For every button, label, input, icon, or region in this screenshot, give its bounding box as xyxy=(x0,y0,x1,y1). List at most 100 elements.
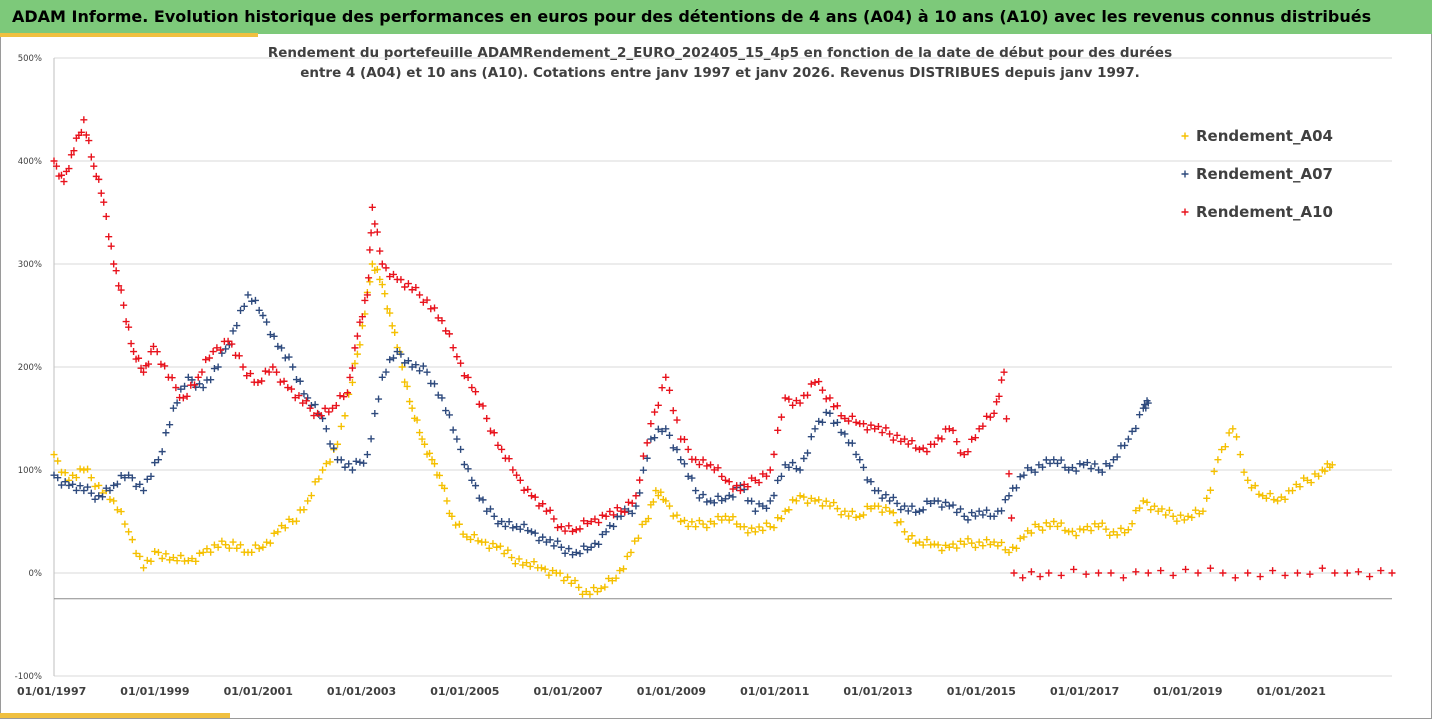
data-point xyxy=(455,520,463,528)
data-point xyxy=(684,445,692,453)
data-point xyxy=(130,348,138,356)
data-point xyxy=(692,456,700,464)
data-point xyxy=(386,273,394,281)
data-point xyxy=(1255,490,1263,498)
data-point xyxy=(964,516,972,524)
data-point xyxy=(198,368,206,376)
data-point xyxy=(209,348,217,356)
data-point xyxy=(673,511,681,519)
data-point xyxy=(166,556,174,564)
data-point xyxy=(613,504,621,512)
data-point xyxy=(295,392,303,400)
data-point xyxy=(513,471,521,479)
data-point xyxy=(1050,518,1058,525)
data-point xyxy=(677,456,685,464)
data-point xyxy=(766,523,774,531)
data-point xyxy=(61,478,69,486)
data-point xyxy=(107,242,115,250)
data-point xyxy=(505,455,513,463)
data-point xyxy=(546,506,554,514)
data-point xyxy=(61,469,69,477)
data-point xyxy=(623,552,631,560)
data-point xyxy=(269,363,277,371)
data-point xyxy=(841,415,849,422)
data-point xyxy=(254,378,262,386)
data-point xyxy=(1180,516,1188,524)
data-point xyxy=(213,344,221,352)
data-point xyxy=(1128,520,1136,528)
data-point xyxy=(557,543,565,551)
data-point xyxy=(431,460,439,468)
data-point xyxy=(1072,532,1080,540)
data-point xyxy=(610,511,618,519)
data-point xyxy=(575,583,583,591)
data-point xyxy=(404,357,412,365)
data-point xyxy=(192,557,200,565)
data-point xyxy=(994,542,1002,550)
data-point xyxy=(246,370,254,378)
data-point xyxy=(321,404,329,412)
data-point xyxy=(1195,510,1203,518)
data-point xyxy=(565,522,573,530)
data-point xyxy=(971,543,979,551)
data-point xyxy=(373,266,381,273)
data-point xyxy=(785,395,793,403)
data-point xyxy=(636,489,644,497)
y-tick-label: 300% xyxy=(18,260,42,270)
data-point xyxy=(651,434,659,442)
data-point xyxy=(1218,446,1226,454)
data-point xyxy=(376,275,384,283)
data-point xyxy=(587,518,595,525)
data-point xyxy=(733,520,741,528)
data-point xyxy=(381,290,389,298)
data-point xyxy=(744,529,752,537)
data-point xyxy=(367,229,375,237)
data-point xyxy=(986,413,994,421)
data-point xyxy=(662,425,670,433)
data-point xyxy=(837,412,845,420)
data-point xyxy=(391,329,399,336)
data-point xyxy=(1203,494,1211,502)
data-point xyxy=(483,415,491,422)
data-point xyxy=(852,418,860,426)
data-point xyxy=(692,523,700,531)
data-point xyxy=(509,466,517,474)
data-point xyxy=(1046,459,1054,467)
data-point xyxy=(263,538,271,546)
data-point xyxy=(356,341,364,349)
data-point xyxy=(796,399,804,407)
data-point xyxy=(811,425,819,433)
data-point xyxy=(542,538,550,546)
data-point xyxy=(938,547,946,555)
data-point xyxy=(550,542,558,550)
data-point xyxy=(140,368,148,376)
data-point xyxy=(143,475,151,483)
data-point xyxy=(80,487,88,495)
data-point xyxy=(110,481,118,489)
data-point xyxy=(781,394,789,402)
data-point xyxy=(65,481,73,489)
data-point xyxy=(135,354,143,362)
data-point xyxy=(998,507,1006,515)
data-point xyxy=(237,541,245,549)
data-point xyxy=(1262,494,1270,502)
data-point xyxy=(373,228,381,236)
data-point xyxy=(1132,568,1140,576)
data-point xyxy=(378,260,386,268)
data-point xyxy=(1000,368,1008,376)
data-point xyxy=(498,445,506,453)
data-point xyxy=(971,512,979,520)
data-point xyxy=(852,450,860,458)
data-point xyxy=(248,548,256,556)
data-point xyxy=(789,459,797,467)
data-point xyxy=(647,420,655,428)
data-point xyxy=(934,497,942,505)
data-point xyxy=(459,530,467,538)
data-point xyxy=(800,455,808,462)
data-point xyxy=(412,284,420,292)
data-point xyxy=(515,555,523,563)
data-point xyxy=(1020,533,1028,541)
data-point xyxy=(398,363,406,371)
data-point xyxy=(591,539,599,547)
data-point xyxy=(960,512,968,520)
